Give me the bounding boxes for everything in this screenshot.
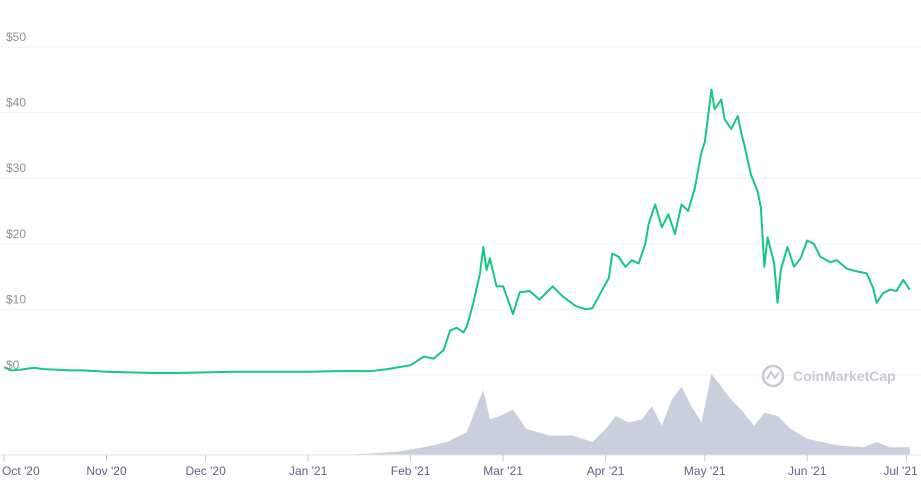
coinmarketcap-watermark: CoinMarketCap bbox=[761, 364, 896, 388]
x-tick-label: Nov '20 bbox=[86, 464, 127, 478]
y-tick-label: $30 bbox=[6, 161, 26, 175]
y-tick-label: $10 bbox=[6, 292, 26, 306]
watermark-text: CoinMarketCap bbox=[793, 368, 896, 384]
y-axis: $0 $10 $20 $30 $40 $50 bbox=[6, 30, 26, 372]
price-series-line bbox=[3, 88, 911, 374]
x-tick-label: Jun '21 bbox=[788, 464, 827, 478]
y-tick-label: $20 bbox=[6, 227, 26, 241]
volume-area bbox=[4, 373, 910, 455]
x-tick-label: Dec '20 bbox=[185, 464, 226, 478]
x-tick-label: Apr '21 bbox=[587, 464, 625, 478]
x-tick-label: Mar '21 bbox=[483, 464, 523, 478]
x-tick-label: Feb '21 bbox=[391, 464, 431, 478]
y-tick-label: $0 bbox=[6, 358, 20, 372]
x-tick-label: Jan '21 bbox=[289, 464, 328, 478]
price-line-layer bbox=[3, 88, 911, 374]
volume-series bbox=[4, 373, 910, 455]
coinmarketcap-logo-icon bbox=[761, 364, 785, 388]
x-tick-label: Jul '21 bbox=[883, 464, 918, 478]
y-tick-label: $40 bbox=[6, 96, 26, 110]
grid-lines bbox=[0, 46, 921, 376]
x-tick-label: Oct '20 bbox=[2, 464, 40, 478]
x-tick-label: May '21 bbox=[684, 464, 726, 478]
x-axis: Oct '20 Nov '20 Dec '20 Jan '21 Feb '21 Mar '… bbox=[0, 454, 921, 478]
y-tick-label: $50 bbox=[6, 30, 26, 44]
